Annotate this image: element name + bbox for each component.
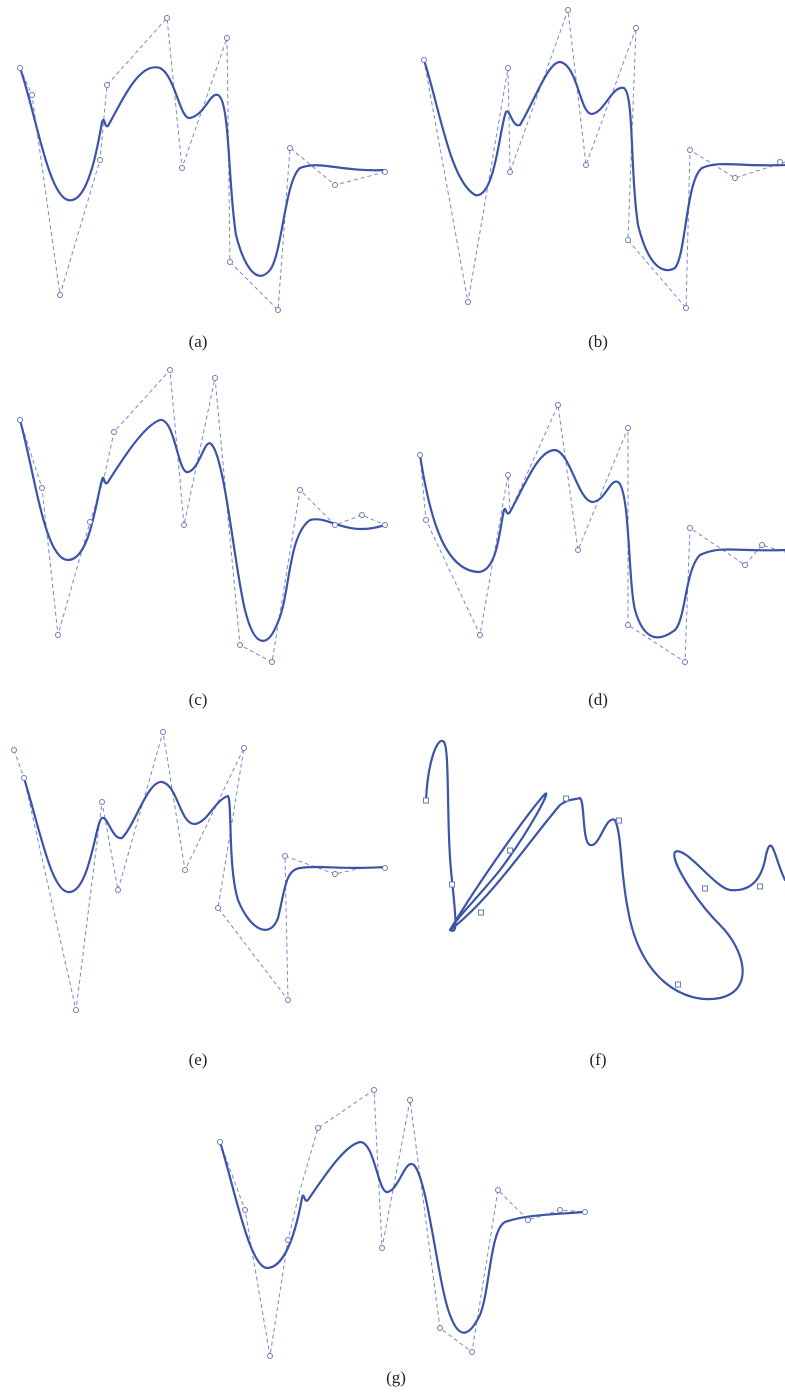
caption-a: (a) <box>188 332 208 351</box>
panel-g: (g) <box>200 1080 592 1395</box>
panel-b-drawing <box>421 7 785 311</box>
spline-curve <box>22 776 387 931</box>
spline-curve <box>18 418 387 642</box>
panel-f-drawing <box>423 739 785 1001</box>
panel-d: (d) <box>400 360 785 709</box>
caption-f: (f) <box>589 1050 607 1069</box>
control-points <box>423 795 763 988</box>
panel-a-drawing <box>17 15 388 313</box>
caption-e: (e) <box>188 1050 208 1069</box>
control-points <box>417 402 765 665</box>
panel-d-drawing <box>417 402 785 665</box>
control-points <box>17 15 388 313</box>
control-polygon <box>19 16 386 312</box>
control-points <box>11 729 388 1013</box>
spline-curve <box>18 66 387 277</box>
caption-g: (g) <box>386 1368 406 1387</box>
spline-curve <box>418 448 785 639</box>
control-points <box>421 7 783 311</box>
panel-e-drawing <box>11 729 388 1013</box>
control-points <box>217 1087 588 1359</box>
panel-c-drawing <box>17 367 388 665</box>
panel-c: (c) <box>0 360 392 709</box>
spline-curve <box>218 1140 587 1334</box>
control-polygon <box>419 403 785 663</box>
panel-f: (f) <box>400 720 785 1069</box>
control-polygon <box>19 368 386 663</box>
control-polygon <box>13 731 385 1011</box>
spline-curve <box>422 58 785 272</box>
control-points <box>17 367 388 665</box>
caption-d: (d) <box>588 690 608 709</box>
panel-g-drawing <box>217 1087 588 1359</box>
caption-c: (c) <box>188 690 208 709</box>
spline-curve <box>424 739 785 1001</box>
control-polygon <box>423 9 785 310</box>
panel-a: (a) <box>0 0 392 351</box>
panel-e: (e) <box>0 720 392 1069</box>
panel-b: (b) <box>400 0 785 351</box>
control-polygon <box>219 1089 586 1357</box>
caption-b: (b) <box>588 332 608 351</box>
